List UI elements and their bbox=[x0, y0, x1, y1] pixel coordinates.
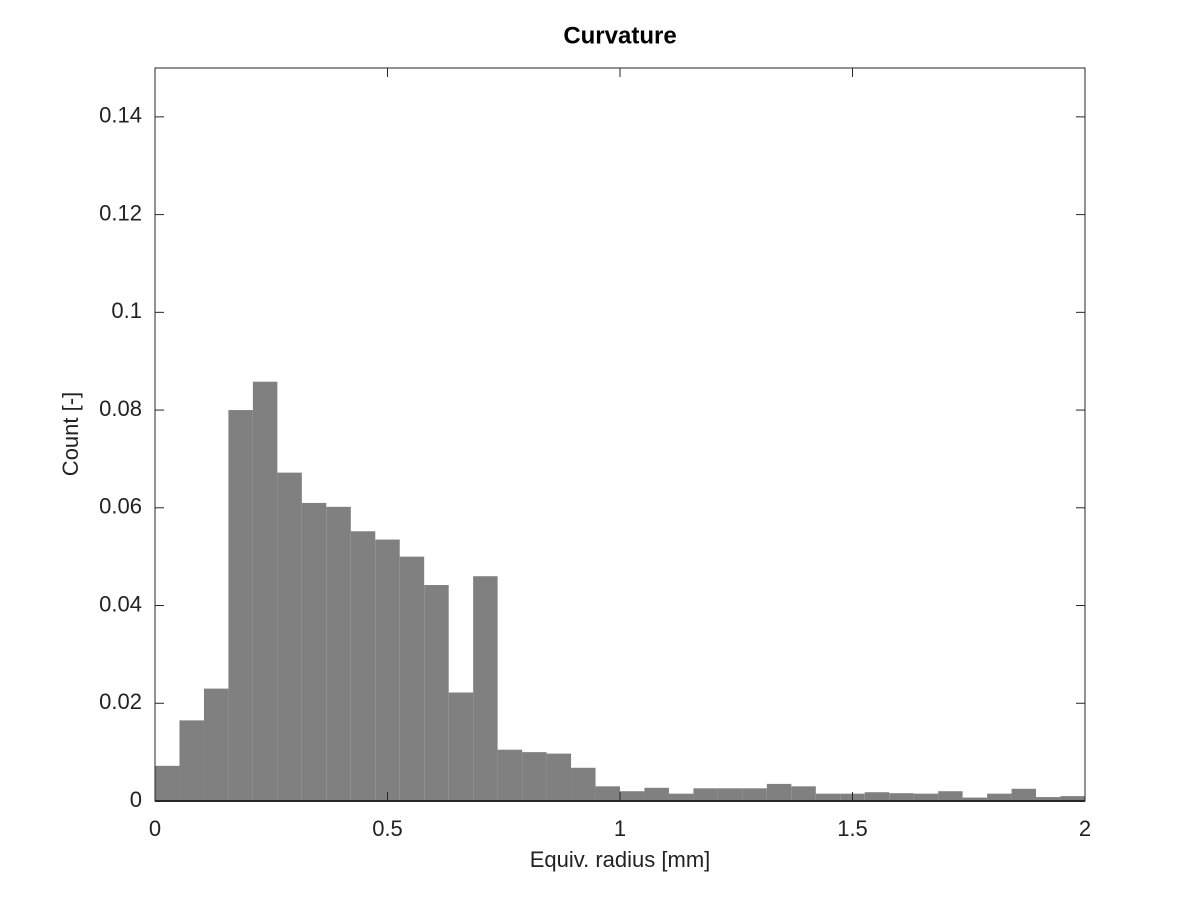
y-tick-label: 0.02 bbox=[99, 689, 142, 714]
bar bbox=[791, 786, 816, 801]
bar bbox=[766, 783, 792, 801]
x-axis-label: Equiv. radius [mm] bbox=[530, 847, 711, 872]
bar bbox=[889, 793, 914, 801]
x-tick-label: 0.5 bbox=[372, 816, 403, 841]
bar bbox=[375, 539, 400, 801]
bar bbox=[815, 793, 841, 801]
bar bbox=[571, 767, 596, 801]
chart-title: Curvature bbox=[563, 22, 676, 49]
y-tick-label: 0.1 bbox=[111, 298, 142, 323]
bar bbox=[497, 749, 523, 801]
x-tick-label: 0 bbox=[149, 816, 161, 841]
y-tick-label: 0.04 bbox=[99, 591, 142, 616]
bar bbox=[473, 576, 498, 801]
x-tick-label: 1.5 bbox=[837, 816, 868, 841]
y-tick-label: 0.12 bbox=[99, 200, 142, 225]
bar bbox=[326, 506, 351, 801]
bar bbox=[693, 788, 718, 801]
bar bbox=[742, 788, 767, 801]
bar bbox=[962, 797, 988, 801]
bar bbox=[228, 410, 253, 801]
y-tick-label: 0.14 bbox=[99, 103, 142, 128]
bar bbox=[252, 381, 278, 801]
x-tick-label: 2 bbox=[1079, 816, 1091, 841]
bar bbox=[350, 531, 376, 801]
bar bbox=[1011, 788, 1037, 801]
bar bbox=[987, 793, 1012, 801]
bar bbox=[717, 788, 743, 801]
y-tick-label: 0.08 bbox=[99, 396, 142, 421]
bar bbox=[938, 791, 963, 801]
y-tick-label: 0 bbox=[130, 787, 142, 812]
bar bbox=[620, 791, 645, 801]
bar bbox=[913, 793, 939, 801]
bar bbox=[644, 787, 669, 801]
bar bbox=[301, 502, 327, 801]
bar bbox=[399, 556, 425, 801]
bar bbox=[1036, 797, 1061, 801]
bar bbox=[277, 472, 302, 801]
y-axis-label: Count [-] bbox=[58, 392, 83, 476]
bar bbox=[203, 688, 229, 801]
bar bbox=[864, 792, 890, 801]
x-tick-label: 1 bbox=[614, 816, 626, 841]
bar bbox=[1060, 796, 1085, 801]
bar bbox=[546, 753, 572, 801]
bar bbox=[424, 585, 449, 801]
bar bbox=[668, 793, 694, 801]
bar bbox=[448, 692, 474, 801]
y-tick-label: 0.06 bbox=[99, 494, 142, 519]
bar bbox=[522, 752, 547, 801]
bar bbox=[595, 786, 620, 801]
bar bbox=[179, 720, 204, 801]
bar bbox=[155, 765, 180, 801]
